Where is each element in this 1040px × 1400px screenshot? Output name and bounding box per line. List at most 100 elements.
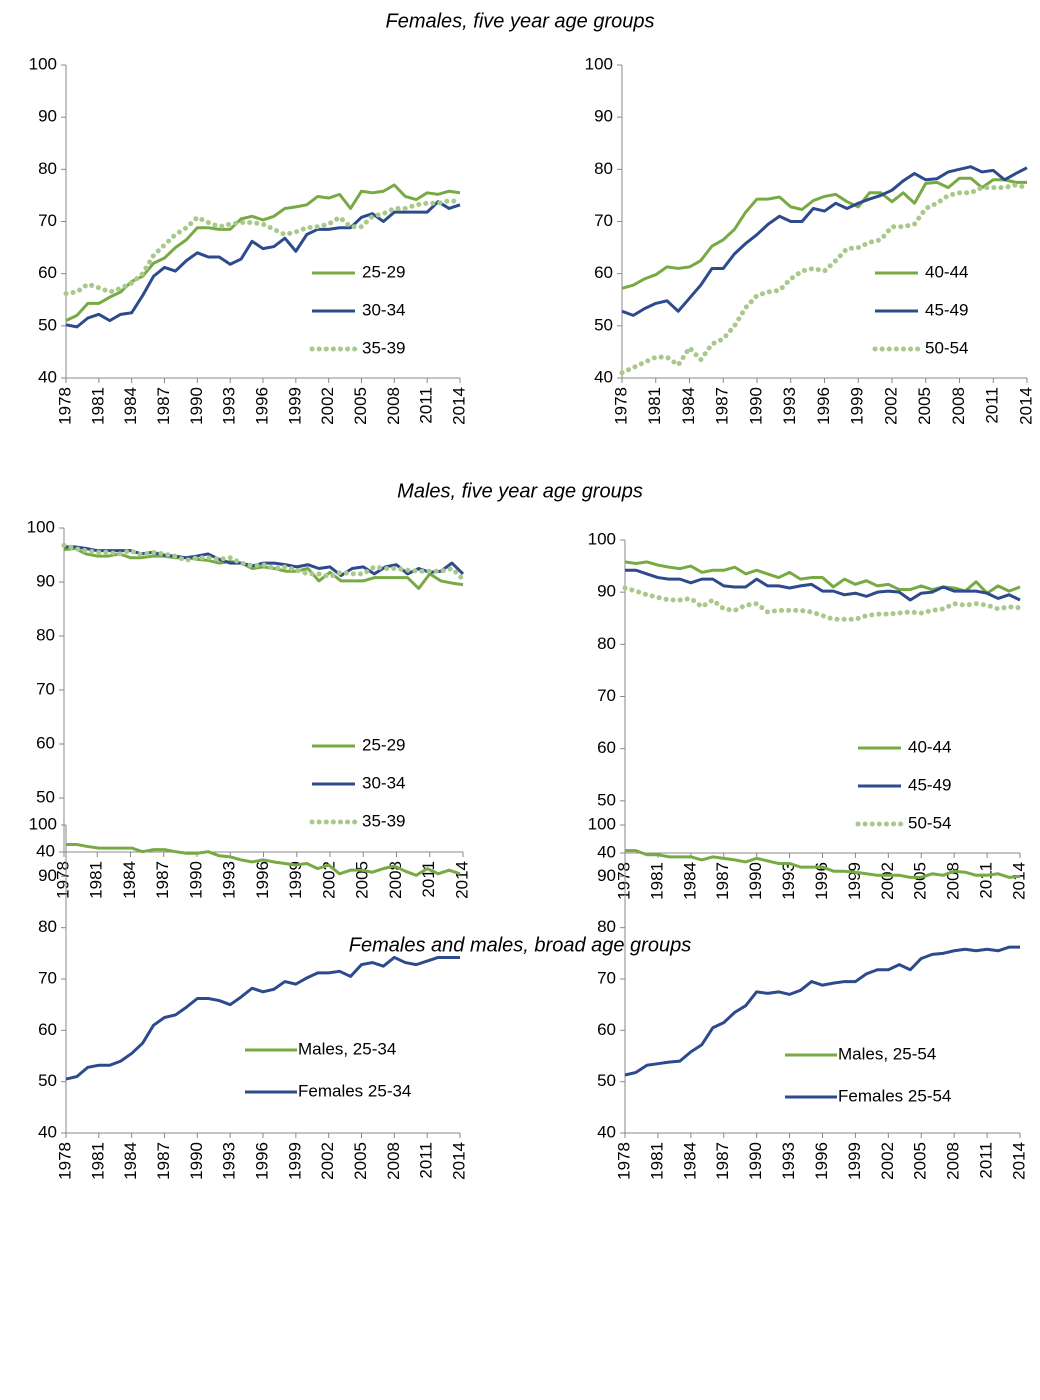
x-tick-label: 1978 <box>53 861 72 899</box>
x-tick-label: 1996 <box>252 387 271 425</box>
x-tick-label: 2014 <box>449 1142 468 1180</box>
legend-label: 35-39 <box>362 811 405 830</box>
legend-label: Males, 25-34 <box>298 1039 396 1058</box>
x-tick-label: 1984 <box>679 387 698 425</box>
y-tick-label: 90 <box>597 582 616 601</box>
x-tick-label: 2011 <box>417 387 436 424</box>
x-tick-label: 2014 <box>1009 862 1028 900</box>
section-heading: Males, five year age groups <box>397 480 643 502</box>
x-tick-label: 1999 <box>285 387 304 425</box>
x-tick-label: 1999 <box>848 387 867 425</box>
x-tick-label: 2002 <box>318 1142 337 1180</box>
legend-label: 30-34 <box>362 300 405 319</box>
x-tick-label: 2008 <box>944 862 963 900</box>
x-tick-label: 2002 <box>878 862 897 900</box>
x-tick-label: 1993 <box>220 387 239 425</box>
y-tick-label: 70 <box>597 686 616 705</box>
y-tick-label: 80 <box>38 917 57 936</box>
y-tick-label: 40 <box>594 367 613 386</box>
y-tick-label: 90 <box>597 866 616 885</box>
x-tick-label: 1993 <box>220 861 239 899</box>
x-tick-label: 1996 <box>812 1142 831 1180</box>
x-tick-label: 1987 <box>154 387 173 425</box>
y-tick-label: 100 <box>585 54 613 73</box>
y-tick-label: 100 <box>588 814 616 833</box>
x-tick-label: 1981 <box>88 387 107 425</box>
legend-label: 30-34 <box>362 773 405 792</box>
y-tick-label: 50 <box>594 315 613 334</box>
x-tick-label: 2005 <box>351 1142 370 1180</box>
y-tick-label: 50 <box>38 315 57 334</box>
x-tick-label: 1984 <box>121 387 140 425</box>
y-tick-label: 60 <box>38 263 57 282</box>
y-tick-label: 40 <box>38 1122 57 1141</box>
y-tick-label: 90 <box>36 571 55 590</box>
x-tick-label: 1990 <box>746 387 765 425</box>
x-tick-label: 1981 <box>87 861 106 899</box>
series-line <box>61 542 466 582</box>
x-tick-label: 1978 <box>614 1142 633 1180</box>
x-tick-label: 1990 <box>187 387 206 425</box>
series-line <box>625 849 1021 879</box>
legend-label: 45-49 <box>908 775 951 794</box>
x-tick-label: 1981 <box>645 387 664 425</box>
series-line <box>63 198 463 296</box>
x-tick-label: 2005 <box>351 387 370 425</box>
series-line <box>619 182 1030 376</box>
x-tick-label: 1996 <box>253 861 272 899</box>
x-tick-label: 1999 <box>285 1142 304 1180</box>
x-tick-label: 1987 <box>713 1142 732 1180</box>
x-tick-label: 1993 <box>779 862 798 900</box>
x-tick-label: 2014 <box>449 387 468 425</box>
x-tick-label: 2011 <box>419 861 438 898</box>
x-tick-label: 2008 <box>384 1142 403 1180</box>
series-line <box>65 955 460 1081</box>
x-tick-label: 2014 <box>1009 1142 1028 1180</box>
y-tick-label: 80 <box>597 917 616 936</box>
y-tick-label: 40 <box>36 841 55 860</box>
legend-label: 50-54 <box>925 338 968 357</box>
series-line <box>621 176 1027 290</box>
x-tick-label: 1981 <box>647 862 666 900</box>
series-line <box>625 568 1021 602</box>
x-tick-label: 2008 <box>944 1142 963 1180</box>
x-tick-label: 2008 <box>384 387 403 425</box>
x-tick-label: 2011 <box>983 387 1002 424</box>
x-tick-label: 1993 <box>220 1142 239 1180</box>
y-tick-label: 50 <box>36 787 55 806</box>
x-tick-label: 1987 <box>153 861 172 899</box>
series-line <box>66 843 461 877</box>
y-tick-label: 70 <box>597 968 616 987</box>
x-tick-label: 2002 <box>878 1142 897 1180</box>
x-tick-label: 1990 <box>746 1142 765 1180</box>
y-tick-label: 100 <box>588 529 616 548</box>
x-tick-label: 1987 <box>713 387 732 425</box>
y-tick-label: 60 <box>36 733 55 752</box>
legend-label: 25-29 <box>362 735 405 754</box>
x-tick-label: 1978 <box>614 862 633 900</box>
x-tick-label: 1981 <box>647 1142 666 1180</box>
y-tick-label: 70 <box>38 211 57 230</box>
x-tick-label: 1990 <box>746 862 765 900</box>
x-tick-label: 1996 <box>252 1142 271 1180</box>
series-line <box>622 585 1023 622</box>
series-line <box>621 165 1028 317</box>
x-tick-label: 2008 <box>949 387 968 425</box>
x-tick-label: 1993 <box>779 1142 798 1180</box>
x-tick-label: 1993 <box>780 387 799 425</box>
x-tick-label: 1996 <box>814 387 833 425</box>
x-tick-label: 1978 <box>611 387 630 425</box>
y-tick-label: 60 <box>594 263 613 282</box>
y-tick-label: 100 <box>27 517 55 536</box>
x-tick-label: 1978 <box>55 387 74 425</box>
section-heading: Females, five year age groups <box>385 10 654 32</box>
x-tick-label: 1984 <box>680 1142 699 1180</box>
x-tick-label: 2005 <box>911 862 930 900</box>
y-tick-label: 40 <box>38 367 57 386</box>
y-tick-label: 70 <box>36 679 55 698</box>
y-tick-label: 50 <box>597 790 616 809</box>
series-line <box>64 545 465 578</box>
y-tick-label: 90 <box>594 107 613 126</box>
x-tick-label: 1978 <box>55 1142 74 1180</box>
